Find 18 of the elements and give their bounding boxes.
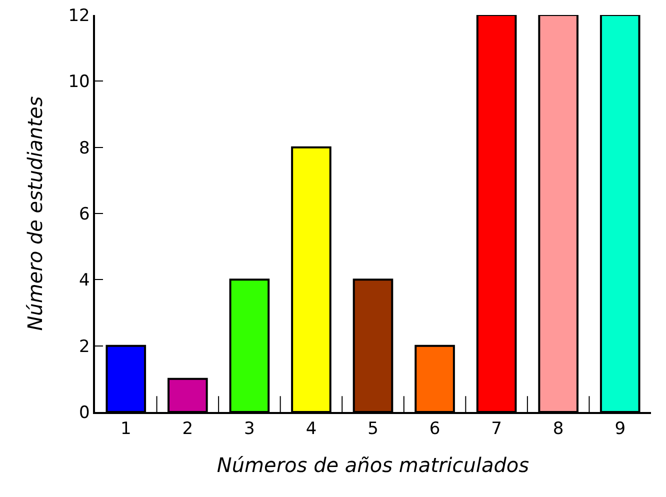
y-axis-title: Número de estudiantes [23, 96, 48, 331]
y-tick-label: 2 [79, 336, 90, 357]
x-axis-title: Números de años matriculados [216, 453, 530, 478]
x-tick-label: 2 [182, 419, 194, 440]
x-tick-label: 5 [368, 419, 378, 440]
x-tick-label: 7 [491, 419, 502, 440]
x-tick-label: 1 [120, 419, 132, 440]
y-tick-label: 10 [68, 72, 90, 92]
x-tick-label: 6 [429, 419, 440, 440]
y-tick-label: 6 [79, 204, 90, 224]
x-tick-label: 8 [552, 419, 564, 440]
x-tick-label: 9 [614, 419, 626, 440]
y-tick-label: 0 [79, 402, 90, 423]
x-tick-label: 4 [306, 419, 317, 440]
x-tick-label: 3 [244, 419, 255, 440]
y-tick-label: 12 [68, 6, 90, 26]
y-tick-label: 4 [79, 270, 90, 291]
y-tick-label: 8 [79, 138, 90, 158]
